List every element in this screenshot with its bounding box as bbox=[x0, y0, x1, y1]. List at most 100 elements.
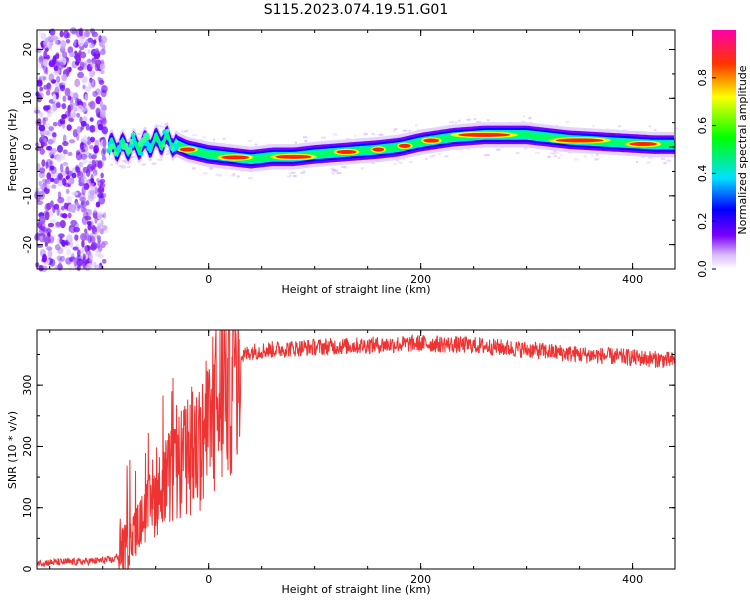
noise-blob bbox=[93, 33, 100, 40]
noise-blob bbox=[82, 135, 88, 144]
ridge-blob bbox=[128, 143, 135, 149]
halo-speck bbox=[133, 156, 138, 159]
noise-blob bbox=[59, 30, 64, 38]
snr-x-label: Height of straight line (km) bbox=[281, 583, 430, 596]
noise-blob bbox=[39, 235, 44, 240]
noise-blob bbox=[79, 61, 85, 69]
noise-blob bbox=[101, 85, 108, 94]
ridge-blob bbox=[118, 140, 123, 144]
noise-blob bbox=[75, 151, 83, 161]
noise-blob bbox=[84, 245, 88, 253]
noise-blob bbox=[100, 172, 104, 179]
noise-blob bbox=[80, 200, 85, 206]
halo-speck bbox=[192, 134, 197, 137]
noise-blob bbox=[99, 240, 107, 247]
halo-speck bbox=[166, 152, 170, 155]
noise-blob bbox=[94, 47, 100, 55]
halo-speck bbox=[247, 177, 253, 180]
snr-series-line bbox=[36, 329, 676, 570]
noise-blob bbox=[62, 161, 69, 166]
ridge-core-red bbox=[179, 147, 196, 152]
y-tick-label: -20 bbox=[21, 236, 34, 254]
noise-blob bbox=[74, 78, 81, 88]
ridge-core-red bbox=[372, 147, 385, 152]
noise-blob bbox=[80, 233, 87, 241]
noise-blob bbox=[70, 253, 75, 261]
noise-blob bbox=[46, 172, 52, 180]
noise-blob bbox=[57, 179, 63, 187]
halo-speck bbox=[524, 147, 528, 150]
noise-blob bbox=[90, 136, 96, 143]
ridge-blob bbox=[116, 144, 122, 150]
noise-blob bbox=[70, 104, 76, 112]
x-tick-label: 0 bbox=[205, 573, 212, 586]
halo-speck bbox=[236, 175, 240, 178]
noise-blob bbox=[102, 224, 109, 234]
noise-blob bbox=[49, 160, 54, 166]
halo-speck bbox=[648, 125, 652, 128]
noise-blob bbox=[90, 244, 97, 251]
y-tick-label: 0 bbox=[21, 566, 34, 573]
halo-speck bbox=[360, 167, 364, 170]
noise-blob bbox=[64, 241, 71, 246]
ridge-blob bbox=[146, 142, 152, 148]
halo-speck bbox=[473, 118, 477, 121]
halo-speck bbox=[222, 137, 227, 140]
noise-blob bbox=[50, 200, 54, 208]
halo-speck bbox=[363, 132, 368, 135]
noise-blob bbox=[101, 155, 107, 161]
snr-x-ticks: 0 200 400 bbox=[49, 330, 643, 586]
noise-blob bbox=[101, 240, 109, 246]
ridge-core-red bbox=[423, 138, 440, 143]
noise-blob bbox=[80, 153, 87, 160]
colorbar-ticks: 0.0 0.2 0.4 0.6 0.8 bbox=[696, 69, 716, 278]
colorbar-tick-label: 0.0 bbox=[696, 260, 709, 278]
noise-blob bbox=[45, 66, 49, 75]
noise-blob bbox=[83, 76, 88, 84]
noise-blob bbox=[71, 172, 77, 179]
noise-blob bbox=[94, 166, 99, 171]
halo-speck bbox=[408, 129, 411, 132]
noise-blob bbox=[89, 43, 95, 49]
noise-blob bbox=[76, 258, 84, 267]
noise-blob bbox=[85, 168, 91, 177]
noise-blob bbox=[93, 39, 97, 44]
noise-blob bbox=[40, 32, 47, 40]
halo-speck bbox=[515, 151, 520, 154]
ridge-blob bbox=[131, 133, 135, 138]
noise-blob bbox=[46, 82, 51, 90]
x-tick-label: 0 bbox=[205, 273, 212, 286]
noise-blob bbox=[45, 123, 51, 129]
noise-blob bbox=[42, 253, 47, 263]
y-tick-label: 10 bbox=[21, 91, 34, 105]
noise-blob bbox=[61, 177, 67, 186]
noise-blob bbox=[74, 234, 79, 241]
halo-speck bbox=[595, 153, 599, 156]
noise-blob bbox=[80, 176, 88, 184]
noise-blob bbox=[38, 264, 44, 272]
noise-blob bbox=[40, 226, 48, 232]
halo-speck bbox=[592, 125, 595, 128]
halo-speck bbox=[595, 157, 598, 160]
noise-blob bbox=[67, 104, 72, 114]
halo-speck bbox=[202, 136, 207, 139]
noise-blob bbox=[59, 163, 64, 173]
halo-speck bbox=[523, 115, 526, 118]
halo-speck bbox=[454, 121, 458, 124]
noise-blob bbox=[97, 123, 104, 131]
noise-blob bbox=[38, 215, 46, 225]
noise-blob bbox=[102, 225, 107, 231]
noise-blob bbox=[96, 235, 101, 241]
colorbar: 0.0 0.2 0.4 0.6 0.8 Normalized spectral ampl… bbox=[696, 30, 749, 278]
noise-blob bbox=[83, 143, 89, 149]
noise-blob bbox=[76, 125, 81, 135]
noise-blob bbox=[49, 165, 55, 171]
noise-blob bbox=[42, 235, 50, 242]
noise-blob bbox=[39, 92, 44, 100]
snr-panel: 0 200 400 0 100 200 300 Height of straight li… bbox=[6, 329, 676, 596]
halo-speck bbox=[520, 120, 526, 123]
ridge-core-red bbox=[398, 143, 411, 148]
ridge-core-red bbox=[275, 154, 312, 159]
halo-speck bbox=[203, 172, 208, 175]
noise-blob bbox=[54, 53, 60, 60]
